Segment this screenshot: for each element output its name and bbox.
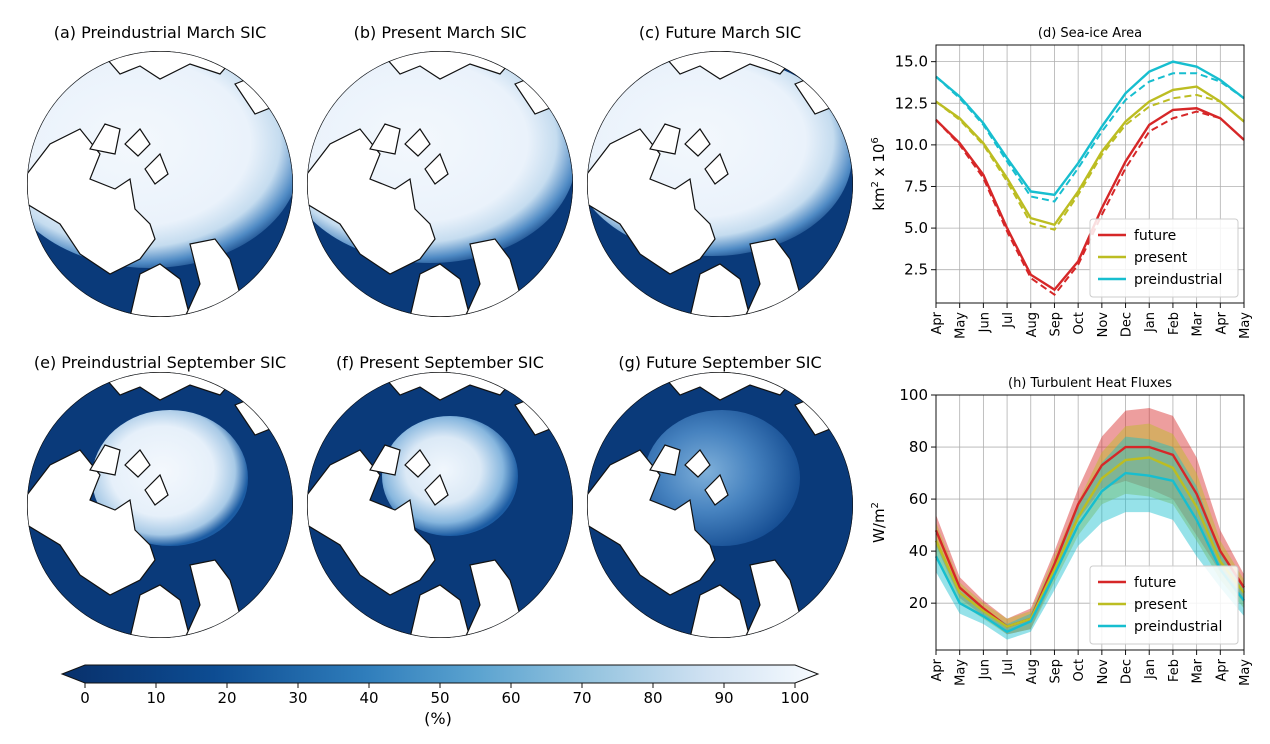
map-title-g: (g) Future September SIC xyxy=(618,353,821,372)
heat-flux-line-present xyxy=(934,456,1245,628)
map-title-b: (b) Present March SIC xyxy=(354,23,527,42)
map-title-a: (a) Preindustrial March SIC xyxy=(54,23,267,42)
map-a xyxy=(27,51,293,317)
heat-flux-ytick-label: 60 xyxy=(909,490,928,508)
sea-ice-line-preindustrial xyxy=(935,60,1245,197)
heat-flux-legend xyxy=(1089,565,1239,645)
sea-ice-xtick-label: May xyxy=(954,312,969,339)
heat-flux-legend-label: preindustrial xyxy=(1134,619,1222,635)
map-title-f: (f) Present September SIC xyxy=(336,353,544,372)
heat-flux-xtick-label: Feb xyxy=(1167,659,1182,682)
colorbar-tick-label: 30 xyxy=(288,689,307,707)
heat-flux-ytick-label: 20 xyxy=(909,594,928,612)
heat-flux-band-preindustrial xyxy=(936,436,1244,640)
heat-flux-ytick-label: 80 xyxy=(909,438,928,456)
heat-flux-legend-label: present xyxy=(1134,597,1188,613)
map-g xyxy=(587,372,853,638)
map-title-e: (e) Preindustrial September SIC xyxy=(34,353,286,372)
sea-ice-xtick-label: Aug xyxy=(1025,312,1040,337)
sea-ice-ytick-label: 10.0 xyxy=(895,136,928,154)
sea-ice-xtick-label: Feb xyxy=(1167,312,1182,335)
sea-ice-xtick-label: Jun xyxy=(977,312,992,333)
sea-ice-xtick-label: Apr xyxy=(1214,311,1229,334)
heat-flux-title: (h) Turbulent Heat Fluxes xyxy=(1008,376,1172,391)
sea-ice-xtick-label: Apr xyxy=(930,311,945,334)
heat-flux-xtick-label: May xyxy=(1238,659,1253,686)
heat-flux-ytick-label: 40 xyxy=(909,542,928,560)
heat-flux-ytick-label: 100 xyxy=(899,386,928,404)
sea-ice-xtick-label: Jul xyxy=(1001,312,1016,329)
heat-flux-xtick-label: Sep xyxy=(1048,659,1063,684)
colorbar-tick-label: 90 xyxy=(714,689,733,707)
colorbar-tick-label: 60 xyxy=(501,689,520,707)
sea-ice-legend xyxy=(1089,218,1239,298)
sea-ice-xtick-label: Oct xyxy=(1072,312,1087,334)
heat-flux-line-preindustrial xyxy=(934,471,1245,634)
sea-ice-xtick-label: Nov xyxy=(1096,312,1111,338)
sea-ice-ytick-label: 15.0 xyxy=(895,53,928,71)
sea-ice-ytick-label: 2.5 xyxy=(904,261,928,279)
colorbar-tick-label: 100 xyxy=(781,689,810,707)
heat-flux-xtick-label: Apr xyxy=(930,658,945,681)
sea-ice-xtick-label: Sep xyxy=(1048,312,1063,337)
heat-flux-xtick-label: Dec xyxy=(1120,659,1135,684)
sea-ice-axes-frame xyxy=(935,44,1245,304)
heat-flux-legend-label: future xyxy=(1134,575,1176,591)
colorbar-label: (%) xyxy=(424,709,452,728)
sea-ice-legend-label: future xyxy=(1134,228,1176,244)
colorbar-tick-label: 0 xyxy=(80,689,90,707)
map-c xyxy=(587,51,853,317)
heat-flux-line-future xyxy=(934,445,1246,628)
sea-ice-dashed-present xyxy=(935,93,1245,231)
heat-flux-axes-frame xyxy=(935,394,1245,651)
colorbar-ticks: 0 10 20 30 40 50 60 70 80 90 100 xyxy=(80,683,809,707)
colorbar-tick-label: 80 xyxy=(643,689,662,707)
sea-ice-ytick-label: 12.5 xyxy=(895,94,928,112)
sea-ice-xtick-label: May xyxy=(1238,312,1253,339)
colorbar-tick-label: 50 xyxy=(430,689,449,707)
heat-flux-chart: (h) Turbulent Heat Fluxes 20 40 60 80 100 Apr M… xyxy=(870,376,1253,686)
heat-flux-xtick-label: May xyxy=(954,659,969,686)
heat-flux-xtick-label: Jun xyxy=(977,659,992,680)
sea-ice-legend-label: preindustrial xyxy=(1134,272,1222,288)
sea-ice-line-present xyxy=(935,85,1245,227)
sea-ice-xtick-label: Dec xyxy=(1120,312,1135,337)
heat-flux-xtick-label: Oct xyxy=(1072,659,1087,681)
sea-ice-ytick-label: 5.0 xyxy=(904,219,928,237)
map-f xyxy=(307,372,573,638)
sea-ice-ytick-label: 7.5 xyxy=(904,177,928,195)
sea-ice-title: (d) Sea-ice Area xyxy=(1038,26,1142,41)
sea-ice-area-chart: (d) Sea-ice Area 2.5 5.0 7.5 10.0 12.5 15.0 Apr… xyxy=(870,26,1253,339)
colorbar-tick-label: 20 xyxy=(217,689,236,707)
sea-ice-ylabel: km2 x 106 xyxy=(870,137,888,211)
sea-ice-legend-label: present xyxy=(1134,250,1188,266)
colorbar-tick-label: 40 xyxy=(359,689,378,707)
heat-flux-xtick-label: Nov xyxy=(1096,659,1111,685)
map-b xyxy=(307,51,573,317)
map-e xyxy=(27,372,293,638)
heat-flux-xtick-label: Aug xyxy=(1025,659,1040,684)
heat-flux-xtick-label: Mar xyxy=(1191,658,1206,683)
map-title-c: (c) Future March SIC xyxy=(639,23,801,42)
colorbar: 0 10 20 30 40 50 60 70 80 90 100 (%) xyxy=(60,664,820,728)
colorbar-tick-label: 10 xyxy=(146,689,165,707)
heat-flux-band-present xyxy=(936,423,1244,635)
sea-ice-xtick-label: Jan xyxy=(1143,312,1158,333)
sea-ice-dashed-preindustrial xyxy=(935,72,1245,203)
sea-ice-xtick-label: Mar xyxy=(1191,311,1206,336)
colorbar-tick-label: 70 xyxy=(572,689,591,707)
heat-flux-xtick-label: Apr xyxy=(1214,658,1229,681)
heat-flux-ylabel: W/m2 xyxy=(870,502,888,543)
heat-flux-xtick-label: Jan xyxy=(1143,659,1158,680)
heat-flux-xtick-label: Jul xyxy=(1001,659,1016,676)
